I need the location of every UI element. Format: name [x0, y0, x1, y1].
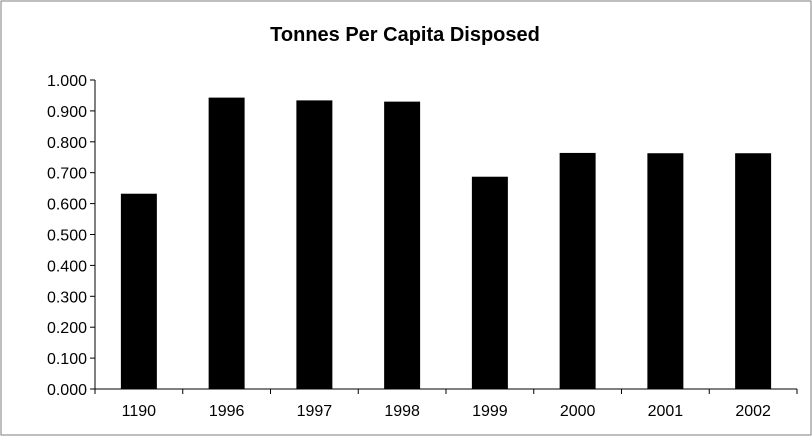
bar — [647, 153, 684, 389]
bar — [296, 100, 333, 390]
y-tick-label: 1.000 — [47, 73, 87, 90]
x-tick-label: 1190 — [122, 403, 157, 420]
x-tick-label: 1996 — [209, 403, 245, 420]
y-tick-label: 0.900 — [47, 104, 87, 121]
x-tick-label: 2001 — [648, 403, 684, 420]
y-tick-label: 0.300 — [47, 289, 87, 306]
y-tick-label: 0.700 — [47, 166, 87, 183]
x-tick-label: 2000 — [560, 403, 596, 420]
bar — [559, 152, 596, 389]
y-tick-label: 0.400 — [47, 258, 87, 275]
x-tick-label: 1997 — [297, 403, 333, 420]
y-tick-label: 0.000 — [47, 382, 87, 399]
plot-area: 0.000 0.100 0.200 0.300 0.400 0.500 0.600 0.700… — [47, 73, 798, 420]
bar — [384, 101, 421, 389]
y-tick-label: 0.600 — [47, 197, 87, 214]
y-tick-label: 0.200 — [47, 320, 87, 337]
bar — [735, 153, 772, 389]
bar — [471, 176, 508, 389]
y-tick-label: 0.500 — [47, 228, 87, 245]
x-tick-label: 1998 — [384, 403, 420, 420]
x-tick-label: 2002 — [735, 403, 771, 420]
y-tick-label: 0.100 — [47, 351, 87, 368]
y-tick-label: 0.800 — [47, 135, 87, 152]
chart-title: Tonnes Per Capita Disposed — [270, 24, 540, 46]
bar — [120, 193, 157, 389]
x-tick-label: 1999 — [472, 403, 508, 420]
bar — [208, 97, 245, 389]
